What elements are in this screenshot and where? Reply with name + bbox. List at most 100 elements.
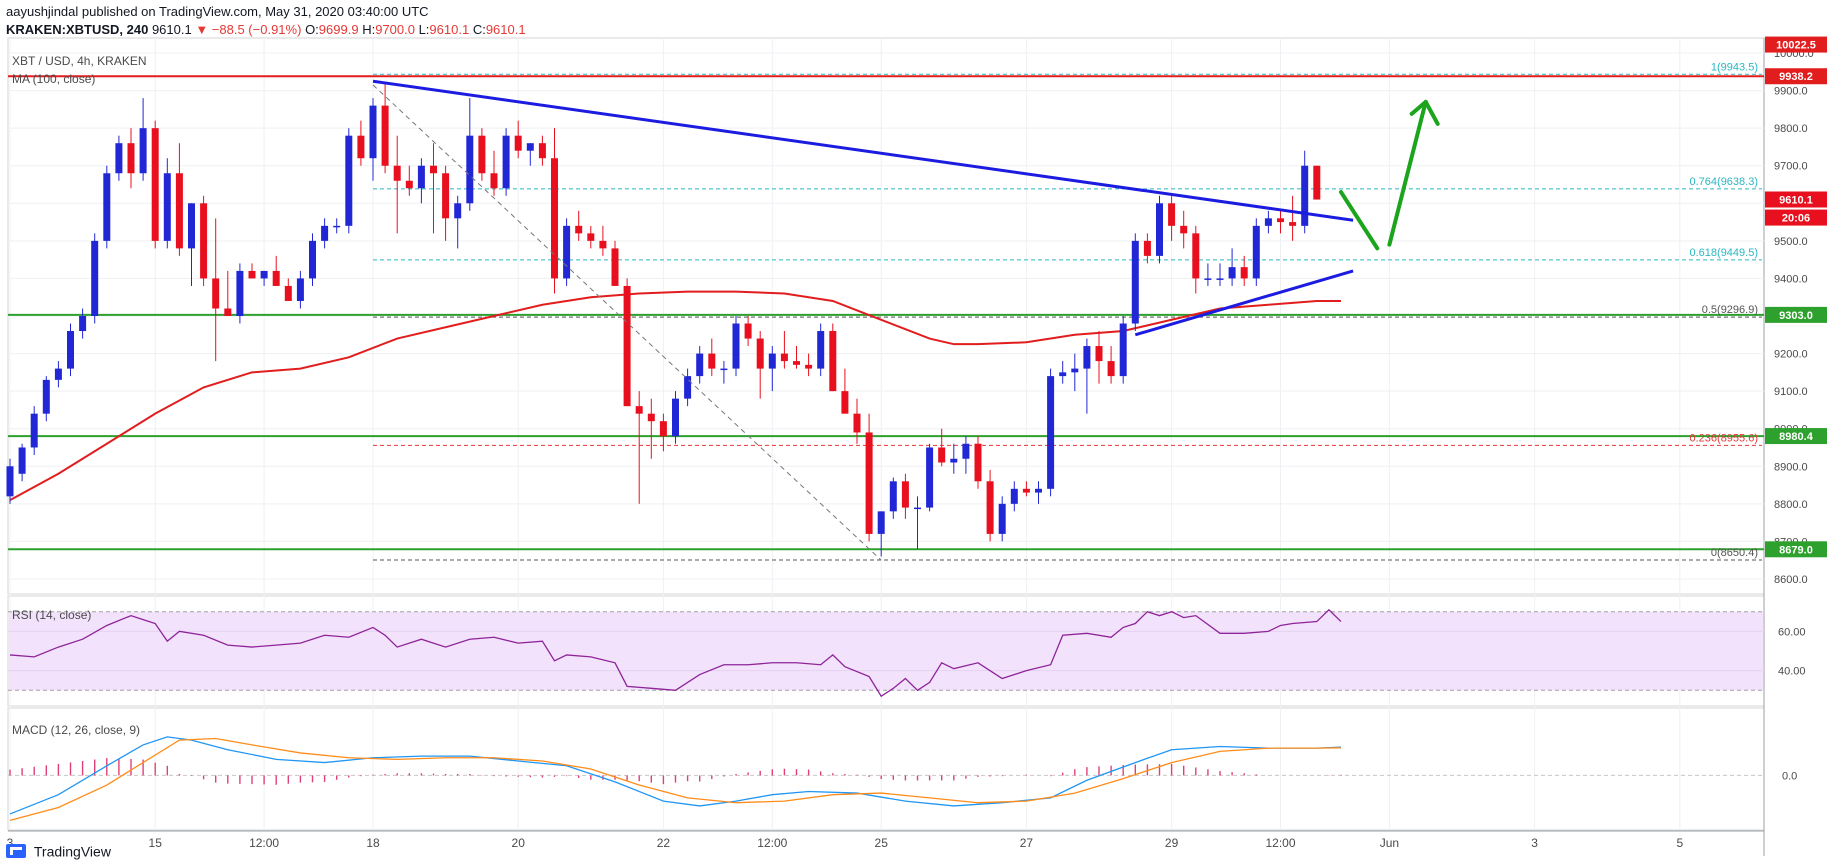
candle-body [1095, 346, 1103, 362]
time-tick-label: 25 [875, 836, 889, 850]
time-tick-label: 12:00 [757, 836, 787, 850]
candle-body [1035, 488, 1042, 493]
candle-body [502, 135, 510, 189]
candle-body [1240, 267, 1248, 279]
candle-body [284, 285, 292, 301]
macd-legend[interactable]: MACD (12, 26, close, 9) [12, 723, 141, 737]
candle-body [611, 248, 619, 286]
candle-body [1156, 203, 1163, 256]
last-price: 9610.1 [151, 22, 192, 37]
footer-brand: TradingView [33, 843, 111, 860]
candle-body [1289, 222, 1297, 226]
candle-body [1168, 203, 1176, 226]
candle-body [127, 143, 135, 174]
candle-body [1192, 233, 1200, 279]
candle-body [744, 323, 752, 339]
trendline-descending [372, 79, 1354, 222]
candle-body [54, 368, 62, 380]
candle-body [236, 270, 244, 316]
ma-legend[interactable]: MA (100, close) [12, 72, 96, 86]
price-tick-label: 9800.0 [1774, 123, 1808, 135]
candle-body [333, 225, 341, 228]
chart-header: aayushjindal published on TradingView.co… [0, 0, 1828, 58]
candle-body [914, 507, 921, 510]
ma-100-line [9, 290, 1341, 501]
candle-body [865, 432, 873, 534]
publisher-name[interactable]: aayushjindal [6, 4, 79, 19]
candle-body [1252, 225, 1260, 279]
candle-body [1022, 488, 1030, 493]
candle-body [272, 270, 280, 286]
candle-body [551, 158, 558, 279]
candle-body [345, 135, 353, 226]
candle-body [1119, 323, 1127, 377]
candle-body [986, 481, 994, 534]
symbol-info: KRAKEN:XBTUSD, 240 9610.1 ▼ −88.5 (−0.91… [6, 22, 526, 37]
candle-body [1277, 218, 1284, 223]
candle-body [1180, 225, 1188, 234]
candle-body [696, 353, 704, 377]
level-tag-bg [1765, 306, 1827, 323]
arrowhead-icon [1409, 99, 1440, 126]
candle-body [79, 316, 87, 332]
candle-body [877, 511, 885, 534]
rsi-legend[interactable]: RSI (14, close) [12, 608, 92, 622]
projection-arrow-up-leg [1387, 99, 1428, 247]
rsi-band-fill [9, 611, 1763, 691]
candle-body [926, 447, 934, 508]
tradingview-footer[interactable]: TradingView [6, 842, 111, 864]
candle-body [950, 458, 958, 463]
candle-body [224, 308, 232, 316]
time-tick-label: 18 [366, 836, 380, 850]
time-tick-label: 3 [1531, 836, 1538, 850]
high-value: 9700.0 [375, 22, 415, 37]
time-tick-label: 12:00 [1265, 836, 1295, 850]
tradingview-logo-icon [6, 844, 26, 859]
candle-body [139, 128, 147, 174]
fib-level-label: 0.5(9296.9) [1702, 304, 1758, 316]
candle-body [466, 135, 474, 204]
candle-body [405, 180, 413, 189]
candle-body [151, 128, 159, 241]
rsi-tick-label: 60.00 [1778, 626, 1806, 638]
price-tick-label: 8800.0 [1774, 499, 1808, 511]
candle-body [18, 447, 26, 474]
candle-body [260, 270, 268, 279]
candle-body [623, 285, 631, 407]
projection-arrow-down-leg [1339, 190, 1380, 251]
symbol[interactable]: KRAKEN:XBTUSD, 240 [6, 22, 149, 37]
candle-body [91, 240, 99, 316]
candle-body [1107, 361, 1115, 377]
time-tick-label: 20 [512, 836, 526, 850]
candle-body [357, 135, 365, 159]
price-tick-label: 8600.0 [1774, 574, 1808, 586]
macd-pane [7, 707, 1765, 831]
pair-legend[interactable]: XBT / USD, 4h, KRAKEN [12, 54, 147, 68]
candle-body [1143, 240, 1151, 256]
price-change: ▼ −88.5 (−0.91%) [195, 22, 302, 37]
price-tick-label: 9500.0 [1774, 236, 1808, 248]
candle-body [575, 225, 583, 234]
fib-level-label: 0.236(8955.6) [1690, 432, 1759, 444]
candle-body [720, 368, 728, 371]
price-tick-label: 9100.0 [1774, 386, 1808, 398]
level-tag-label: 8980.4 [1779, 431, 1814, 443]
price-tag-bg [1765, 209, 1827, 226]
fib-level-label: 0.764(9638.3) [1690, 176, 1759, 188]
candle-body [587, 233, 595, 241]
candle-body [780, 353, 788, 362]
candle-body [998, 503, 1006, 534]
candle-body [1216, 278, 1224, 280]
candle-body [514, 135, 522, 151]
candle-body [30, 413, 38, 448]
high-label: H: [362, 22, 376, 37]
candle-body [793, 361, 800, 365]
candle-body [430, 165, 437, 174]
candle-body [659, 421, 667, 437]
candle-body [1131, 240, 1139, 324]
level-tag-bg [1765, 68, 1827, 85]
macd-tick-label: 0.0 [1782, 770, 1797, 782]
price-tick-label: 8900.0 [1774, 461, 1808, 473]
